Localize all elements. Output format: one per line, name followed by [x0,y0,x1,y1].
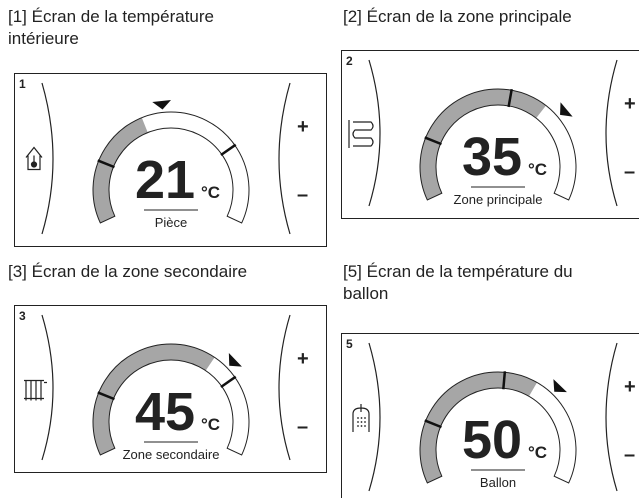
screen-frame [14,305,327,473]
setpoint-value: 45 [135,382,195,442]
panel: [5] Écran de la température du ballon 5 + – 5… [341,262,639,498]
caption: intérieure [8,29,79,48]
icon-radiator [24,379,47,401]
minus-button: – [624,444,635,466]
gauge-filled [420,372,537,483]
plus-button: + [297,348,309,370]
setpoint-unit: °C [201,415,220,434]
left-bracket [368,59,381,207]
setpoint-value: 21 [135,150,195,210]
screen-frame [341,333,639,498]
icon-dot [364,421,366,423]
panel: [3] Écran de la zone secondaire 3 + – 45 °C Zo… [8,262,327,473]
icon-house [25,146,43,171]
icon-dot [357,421,359,423]
screen-frame [341,50,639,219]
icon-dot [357,417,359,419]
right-bracket [605,59,618,207]
icon [348,120,374,148]
icon [24,379,47,401]
panel: [2] Écran de la zone principale 2 + – 35 °C Zo… [341,7,639,219]
minus-button: – [297,184,308,206]
icon-dot [357,425,359,427]
plus-button: + [624,376,636,398]
gauge-track [419,371,577,484]
gauge-pointer [560,102,573,117]
icon-dot [364,425,366,427]
plus-button: + [297,116,309,138]
setpoint-unit: °C [528,443,547,462]
icon-dot [360,421,363,423]
caption: [2] Écran de la zone principale [343,7,572,26]
gauge-tick [424,136,442,146]
setpoint-value: 50 [462,410,522,470]
zone-label: Ballon [480,475,516,490]
right-bracket [278,314,291,461]
gauge-tick [502,371,507,390]
gauge-pointer [228,353,242,367]
gauge-track [92,343,250,456]
icon [25,146,43,171]
gauge-pointer [553,379,567,393]
left-bracket [368,342,381,492]
screen-number: 1 [19,77,26,91]
caption: [1] Écran de la température [8,7,214,26]
gauge-filled [419,89,547,200]
zone-label: Zone principale [454,192,543,207]
setpoint-unit: °C [201,183,220,202]
screen-number: 3 [19,309,26,323]
setpoint-value: 35 [462,127,522,187]
gauge-pointer [152,100,171,110]
caption: ballon [343,284,388,303]
zone-label: Zone secondaire [123,447,220,462]
icon-dot [360,417,363,419]
caption: [5] Écran de la température du [343,262,573,281]
minus-button: – [624,161,635,183]
gauge-tick [97,159,115,169]
gauge-tick [220,143,237,157]
left-bracket [41,314,54,461]
gauge-tick [424,419,442,429]
panel: [1] Écran de la température intérieure 1 + –… [8,7,327,247]
right-bracket [605,342,618,492]
gauge-tick [507,88,513,108]
icon-tank [352,404,370,432]
gauge-tick [220,375,237,389]
gauge-filled [93,344,215,455]
icon-dot [364,417,366,419]
caption: [3] Écran de la zone secondaire [8,262,247,281]
screen-number: 5 [346,337,353,351]
plus-button: + [624,93,636,115]
setpoint-unit: °C [528,160,547,179]
gauge-track [92,111,250,224]
minus-button: – [297,416,308,438]
gauge-filled [93,117,148,223]
icon-floor [348,120,374,148]
left-bracket [41,82,54,235]
screen-frame [14,73,327,247]
icon-dot [360,425,363,427]
right-bracket [278,82,291,235]
gauge-track [419,88,577,201]
icon [352,404,370,432]
zone-label: Pièce [155,215,188,230]
screen-number: 2 [346,54,353,68]
gauge-tick [97,391,115,401]
